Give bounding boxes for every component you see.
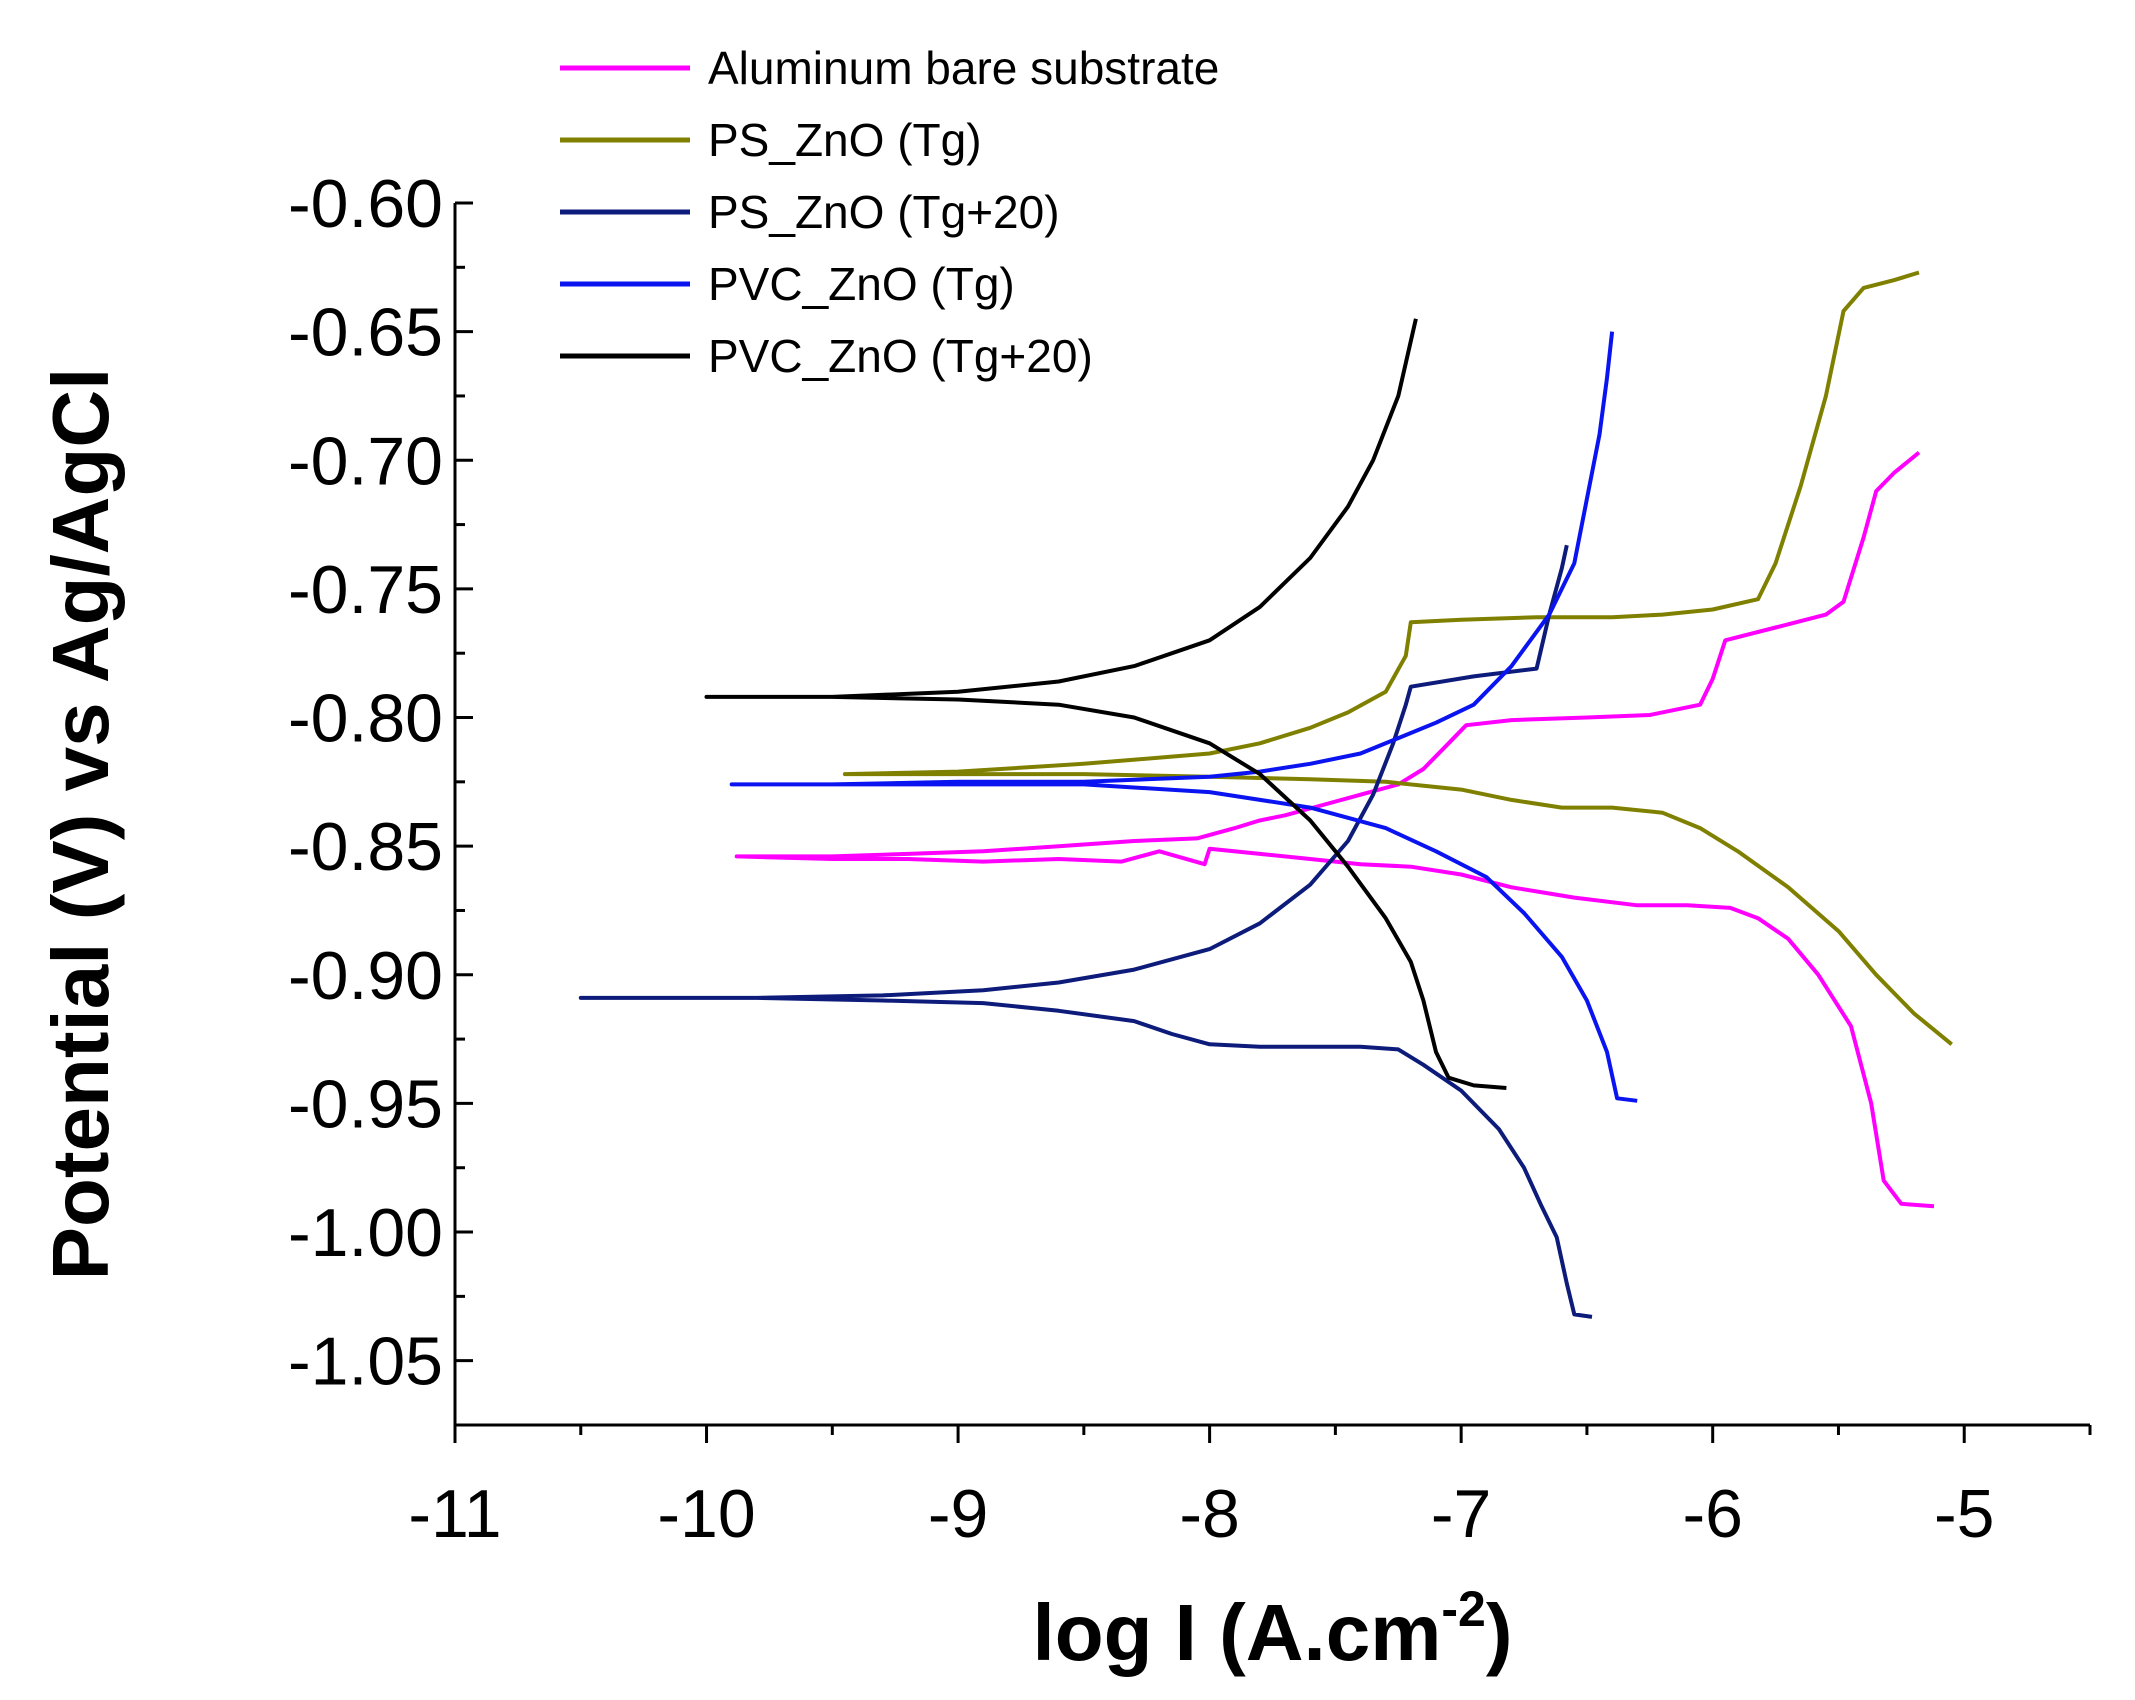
- y-tick-label: -0.85: [288, 809, 443, 885]
- series-line-aluminum-bare-substrate: [734, 450, 1935, 1209]
- legend-label: Aluminum bare substrate: [708, 42, 1219, 94]
- series-line-pvc-zno-tg-20: [704, 318, 1507, 1090]
- legend-label: PVC_ZnO (Tg): [708, 258, 1015, 310]
- y-tick-label: -0.60: [288, 166, 443, 242]
- legend: Aluminum bare substrate PS_ZnO (Tg) PS_ZnO…: [560, 42, 1219, 382]
- series-line-pvc-zno-tg: [729, 331, 1638, 1103]
- y-tick-label: -0.90: [288, 938, 443, 1014]
- y-tick-label: -1.05: [288, 1324, 443, 1400]
- y-tick-label: -0.80: [288, 681, 443, 757]
- y-tick-label: -0.70: [288, 423, 443, 499]
- plot-series: [578, 270, 1953, 1319]
- y-tick-label: -0.65: [288, 295, 443, 371]
- x-tick-label: -9: [928, 1476, 988, 1552]
- x-tick-label: -5: [1934, 1476, 1994, 1552]
- legend-label: PS_ZnO (Tg+20): [708, 186, 1060, 238]
- x-tick-label: -10: [657, 1476, 755, 1552]
- x-tick-label: -7: [1431, 1476, 1491, 1552]
- y-tick-label: -0.95: [288, 1066, 443, 1142]
- y-axis-title: Potential (V) vs Ag/AgCl: [36, 368, 125, 1281]
- axes: -11 -10 -9 -8 -7 -6 -5 -0.60 -0.65 -0.70 -0.75 -0.8…: [288, 166, 2092, 1552]
- x-tick-label: -6: [1682, 1476, 1742, 1552]
- y-tick-label: -1.00: [288, 1195, 443, 1271]
- x-axis-title-superscript: -2: [1441, 1581, 1485, 1637]
- series-line-ps-zno-tg-20: [578, 544, 1593, 1319]
- x-axis-title: log I (A.cm-2): [1032, 1581, 1512, 1677]
- series-line-ps-zno-tg: [842, 270, 1953, 1046]
- x-tick-label: -11: [408, 1476, 501, 1552]
- x-tick-label: -8: [1179, 1476, 1239, 1552]
- legend-label: PS_ZnO (Tg): [708, 114, 982, 166]
- legend-label: PVC_ZnO (Tg+20): [708, 330, 1093, 382]
- y-tick-label: -0.75: [288, 552, 443, 628]
